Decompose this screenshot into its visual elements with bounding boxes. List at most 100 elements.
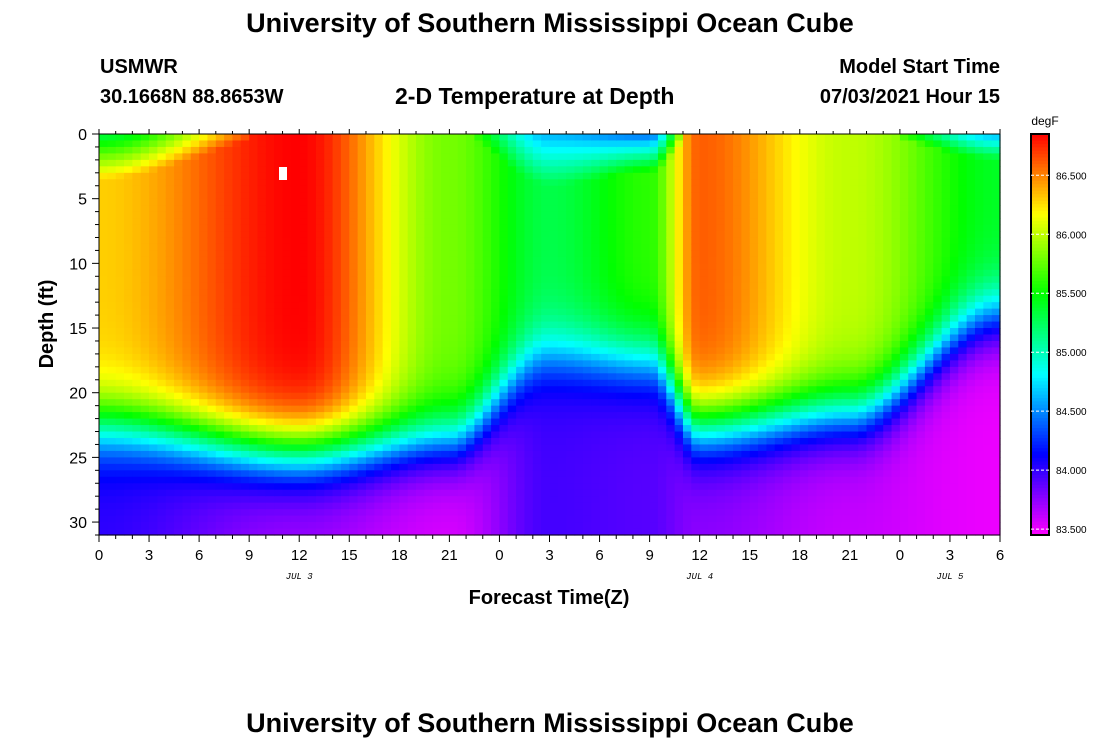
heatmap-cell <box>566 250 576 258</box>
heatmap-cell <box>407 250 417 258</box>
heatmap-cell <box>174 515 184 523</box>
heatmap-cell <box>682 282 692 290</box>
heatmap-cell <box>390 166 400 174</box>
heatmap-cell <box>274 250 284 258</box>
heatmap-cell <box>516 263 526 271</box>
heatmap-cell <box>557 334 567 342</box>
heatmap-cell <box>733 425 742 433</box>
heatmap-cell <box>407 360 417 368</box>
heatmap-cell <box>165 373 175 381</box>
heatmap-cell <box>632 269 642 277</box>
heatmap-cell <box>457 250 467 258</box>
heatmap-cell <box>182 340 192 349</box>
heatmap-cell <box>399 399 409 407</box>
heatmap-cell <box>349 392 359 400</box>
heatmap-cell <box>441 373 450 381</box>
heatmap-cell <box>532 444 542 452</box>
heatmap-cell <box>591 522 601 530</box>
heatmap-cell <box>516 457 526 465</box>
heatmap-cell <box>499 522 509 530</box>
heatmap-cell <box>349 250 359 258</box>
heatmap-cell <box>399 444 409 452</box>
heatmap-cell <box>215 489 225 497</box>
heatmap-cell <box>157 198 167 206</box>
heatmap-cell <box>99 237 108 245</box>
heatmap-cell <box>240 353 250 361</box>
heatmap-cell <box>274 205 284 213</box>
heatmap-cell <box>607 237 617 245</box>
heatmap-cell <box>432 269 442 277</box>
heatmap-cell <box>516 159 526 167</box>
heatmap-cell <box>532 166 542 174</box>
heatmap-cell <box>115 522 125 530</box>
heatmap-cell <box>257 237 267 245</box>
heatmap-cell <box>532 263 542 271</box>
heatmap-cell <box>299 224 309 232</box>
heatmap-cell <box>132 347 142 355</box>
heatmap-cell <box>691 231 701 239</box>
heatmap-cell <box>115 276 125 284</box>
heatmap-cell <box>557 360 567 368</box>
heatmap-cell <box>149 282 158 290</box>
heatmap-cell <box>441 185 450 193</box>
heatmap-cell <box>182 231 192 239</box>
heatmap-cell <box>299 140 309 148</box>
heatmap-cell <box>516 405 526 413</box>
heatmap-cell <box>566 295 576 303</box>
heatmap-cell <box>424 140 434 148</box>
heatmap-cell <box>365 373 375 381</box>
heatmap-cell <box>716 502 726 510</box>
heatmap-cell <box>365 237 375 245</box>
heatmap-cell <box>274 425 284 433</box>
heatmap-cell <box>215 179 225 187</box>
heatmap-cell <box>124 425 133 433</box>
heatmap-cell <box>582 489 592 497</box>
heatmap-cell <box>390 496 400 504</box>
heatmap-cell <box>499 224 509 232</box>
heatmap-cell <box>532 192 542 200</box>
heatmap-cell <box>115 528 125 536</box>
heatmap-cell <box>416 237 425 245</box>
heatmap-cell <box>265 218 275 226</box>
heatmap-cell <box>616 431 626 439</box>
heatmap-cell <box>357 386 367 394</box>
heatmap-cell <box>599 476 609 484</box>
heatmap-cell <box>549 515 559 523</box>
heatmap-cell <box>733 134 742 142</box>
heatmap-cell <box>507 470 517 478</box>
heatmap-cell <box>632 295 642 303</box>
heatmap-cell <box>274 166 284 174</box>
heatmap-cell <box>374 463 384 471</box>
heatmap-cell <box>224 218 234 226</box>
heatmap-cell <box>758 373 767 381</box>
heatmap-cell <box>157 295 167 303</box>
heatmap-cell <box>758 340 767 349</box>
heatmap-cell <box>741 172 751 180</box>
heatmap-cell <box>507 392 517 400</box>
heatmap-cell <box>666 263 676 271</box>
heatmap-cell <box>199 205 209 213</box>
heatmap-cell <box>666 256 676 264</box>
heatmap-cell <box>357 205 367 213</box>
heatmap-cell <box>132 399 142 407</box>
heatmap-cell <box>390 379 400 387</box>
heatmap-cell <box>482 231 492 239</box>
heatmap-cell <box>507 192 517 200</box>
heatmap-cell <box>524 379 534 387</box>
heatmap-cell <box>307 289 317 297</box>
heatmap-cell <box>357 328 367 336</box>
heatmap-cell <box>390 256 400 264</box>
heatmap-cell <box>249 418 259 426</box>
heatmap-cell <box>582 263 592 271</box>
heatmap-cell <box>215 250 225 258</box>
heatmap-cell <box>265 211 275 219</box>
heatmap-cell <box>666 321 676 329</box>
heatmap-cell <box>132 256 142 264</box>
heatmap-cell <box>574 153 584 161</box>
heatmap-cell <box>733 153 742 161</box>
heatmap-cell <box>641 328 651 336</box>
heatmap-cell <box>416 353 425 361</box>
heatmap-cell <box>324 425 334 433</box>
heatmap-cell <box>758 276 767 284</box>
heatmap-cell <box>724 483 734 491</box>
